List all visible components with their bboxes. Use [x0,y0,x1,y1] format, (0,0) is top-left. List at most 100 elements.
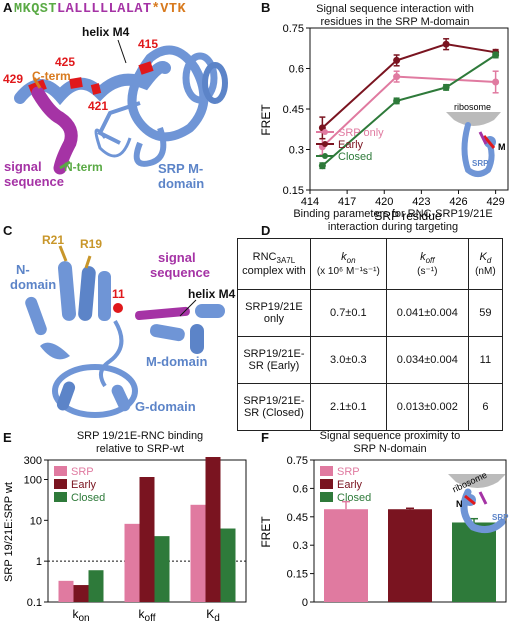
header-kon-sub: on [346,256,356,266]
row-3-kon: 2.1±0.1 [309,383,387,431]
row-2-name-line-1: SRP19/21E- [243,348,305,360]
x-tick-label: 414 [301,196,319,208]
header-complex-line-2: complex with [242,265,306,278]
y-tick-label: 300 [24,455,42,467]
inset-f-signal [478,491,488,505]
y-tick-label: 0.45 [287,512,308,524]
panel-d-title-line-1: Binding parameters for RNC-SRP19/21E [293,208,493,220]
residue-11-label: 11 [112,287,125,301]
signal-sequence-text: MKQSTLALLLLLALAT*VTK [14,2,186,17]
table-row: SRP19/21E only 0.7±0.1 0.041±0.004 59 [237,289,504,337]
panel-b-inset: ribosome M SRP [446,102,506,177]
header-kon: kon (x 10⁶ M⁻¹s⁻¹) [309,238,387,290]
panel-f-ylabel: FRET [259,516,273,548]
header-koff-sub: off [425,256,435,266]
inset-f-n: N [456,499,463,509]
m-domain-label-2: domain [158,176,204,191]
residue-415-mark [138,61,154,75]
panel-e-title: SRP 19/21E-RNC binding relative to SRP-w… [30,430,250,456]
m-domain-strand [97,101,141,145]
sequence-part-1: MKQST [14,2,58,17]
header-kon-unit: (x 10⁶ M⁻¹s⁻¹) [316,265,380,277]
header-kd-unit: (nM) [475,265,496,277]
row-3-name-line-2: SR (Closed) [243,407,304,419]
inset-b-ribosome: ribosome [454,102,491,112]
row-2-name: SRP19/21E- SR (Early) [237,336,311,384]
bar-kon-0 [58,580,74,602]
legend-swatch [320,466,333,476]
header-complex: RNC3A7L complex with [237,238,311,290]
panel-d-title-line-2: interaction during targeting [327,221,459,233]
row-3-koff: 0.013±0.002 [385,383,469,431]
panel-f-chart: FRET 00.150.30.450.60.75 SRPEarlyClosed … [259,455,509,609]
row-2-name-line-2: SR (Early) [248,360,300,372]
x-tick-label: 417 [338,196,356,208]
m-helix-2 [190,324,204,354]
residue-421-label: 421 [88,99,108,113]
r21-stick [58,245,68,262]
panel-a-structure: C-term N-term 429 425 421 415 helix M4 s… [3,25,228,191]
signal-label-2: sequence [4,174,64,189]
y-tick-label: 0.3 [293,540,308,552]
inset-b-srp: SRP [472,159,489,168]
bar-koff-0 [124,523,140,602]
ribosome-f-shape [448,474,506,488]
row-1-name-line-1: SRP19/21E [245,301,303,313]
legend-label: Closed [337,492,371,504]
x-category-label: koff [139,607,156,624]
binding-parameters-table: RNC3A7L complex with kon (x 10⁶ M⁻¹s⁻¹) … [237,238,504,431]
panel-b-chart: FRET SRP residue 414 417 420 423 426 429 0.15 0… [259,23,509,223]
helix-m4-label: helix M4 [82,25,130,39]
signal-sequence-cylinder [135,306,190,321]
m-helix-3 [149,324,185,342]
inset-b-m: M [498,142,506,152]
y-tick-label: 0.15 [287,569,308,581]
panel-b-title-line-2: residues in the SRP M-domain [320,16,470,28]
series-line-1 [321,43,496,129]
m-helix-1 [195,304,225,318]
panel-e-letter: E [3,430,12,445]
panel-f-title: Signal sequence proximity to SRP N-domai… [280,430,500,456]
residue-415-label: 415 [138,37,158,51]
panel-c-letter: C [3,223,13,238]
header-koff: koff (s⁻¹) [385,238,469,290]
panel-b-title: Signal sequence interaction with residue… [280,3,510,29]
legend-label: Closed [71,492,105,504]
g-helix-2 [111,384,131,412]
row-3-name-line-1: SRP19/21E- [243,395,305,407]
c-term-marker [32,77,42,89]
legend-swatch [54,492,67,502]
legend-label: SRP [71,466,94,478]
legend-label: Closed [338,151,372,163]
data-point [442,83,450,91]
row-2-koff: 0.034±0.004 [385,336,469,384]
y-tick-label: 0 [302,597,308,609]
r19-stick [84,255,92,269]
sequence-part-3: *VTK [151,2,187,17]
panel-f-title-line-1: Signal sequence proximity to [319,430,461,442]
panel-f-letter: F [261,430,269,445]
signal-label-c-2: sequence [150,265,210,280]
y-tick-label: 0.6 [289,64,304,76]
n-helix-4 [25,296,47,336]
y-tick-label: 0.45 [283,104,304,116]
g-domain-body [52,364,138,418]
helix-m4-pointer [117,39,127,64]
y-tick-label: 0.75 [283,23,304,35]
r21-label: R21 [42,233,64,247]
m-domain-label-1: SRP M- [158,161,203,176]
y-tick-label: 0.15 [283,185,304,197]
header-kd: Kd (nM) [467,238,504,290]
m-domain-helix-1 [182,52,218,104]
header-kd-symbol: K [479,251,487,264]
data-point [393,56,401,64]
panel-e-title-line-2: relative to SRP-wt [95,443,185,455]
row-1-koff: 0.041±0.004 [385,289,469,337]
residue-429-label: 429 [3,72,23,86]
legend-swatch [320,479,333,489]
residue-425-mark [69,77,83,89]
m-domain-helix-2 [202,62,228,104]
row-3-kd: 6 [467,383,504,431]
x-category-label: Kd [206,607,220,624]
n-domain-label-1: N- [16,262,30,277]
